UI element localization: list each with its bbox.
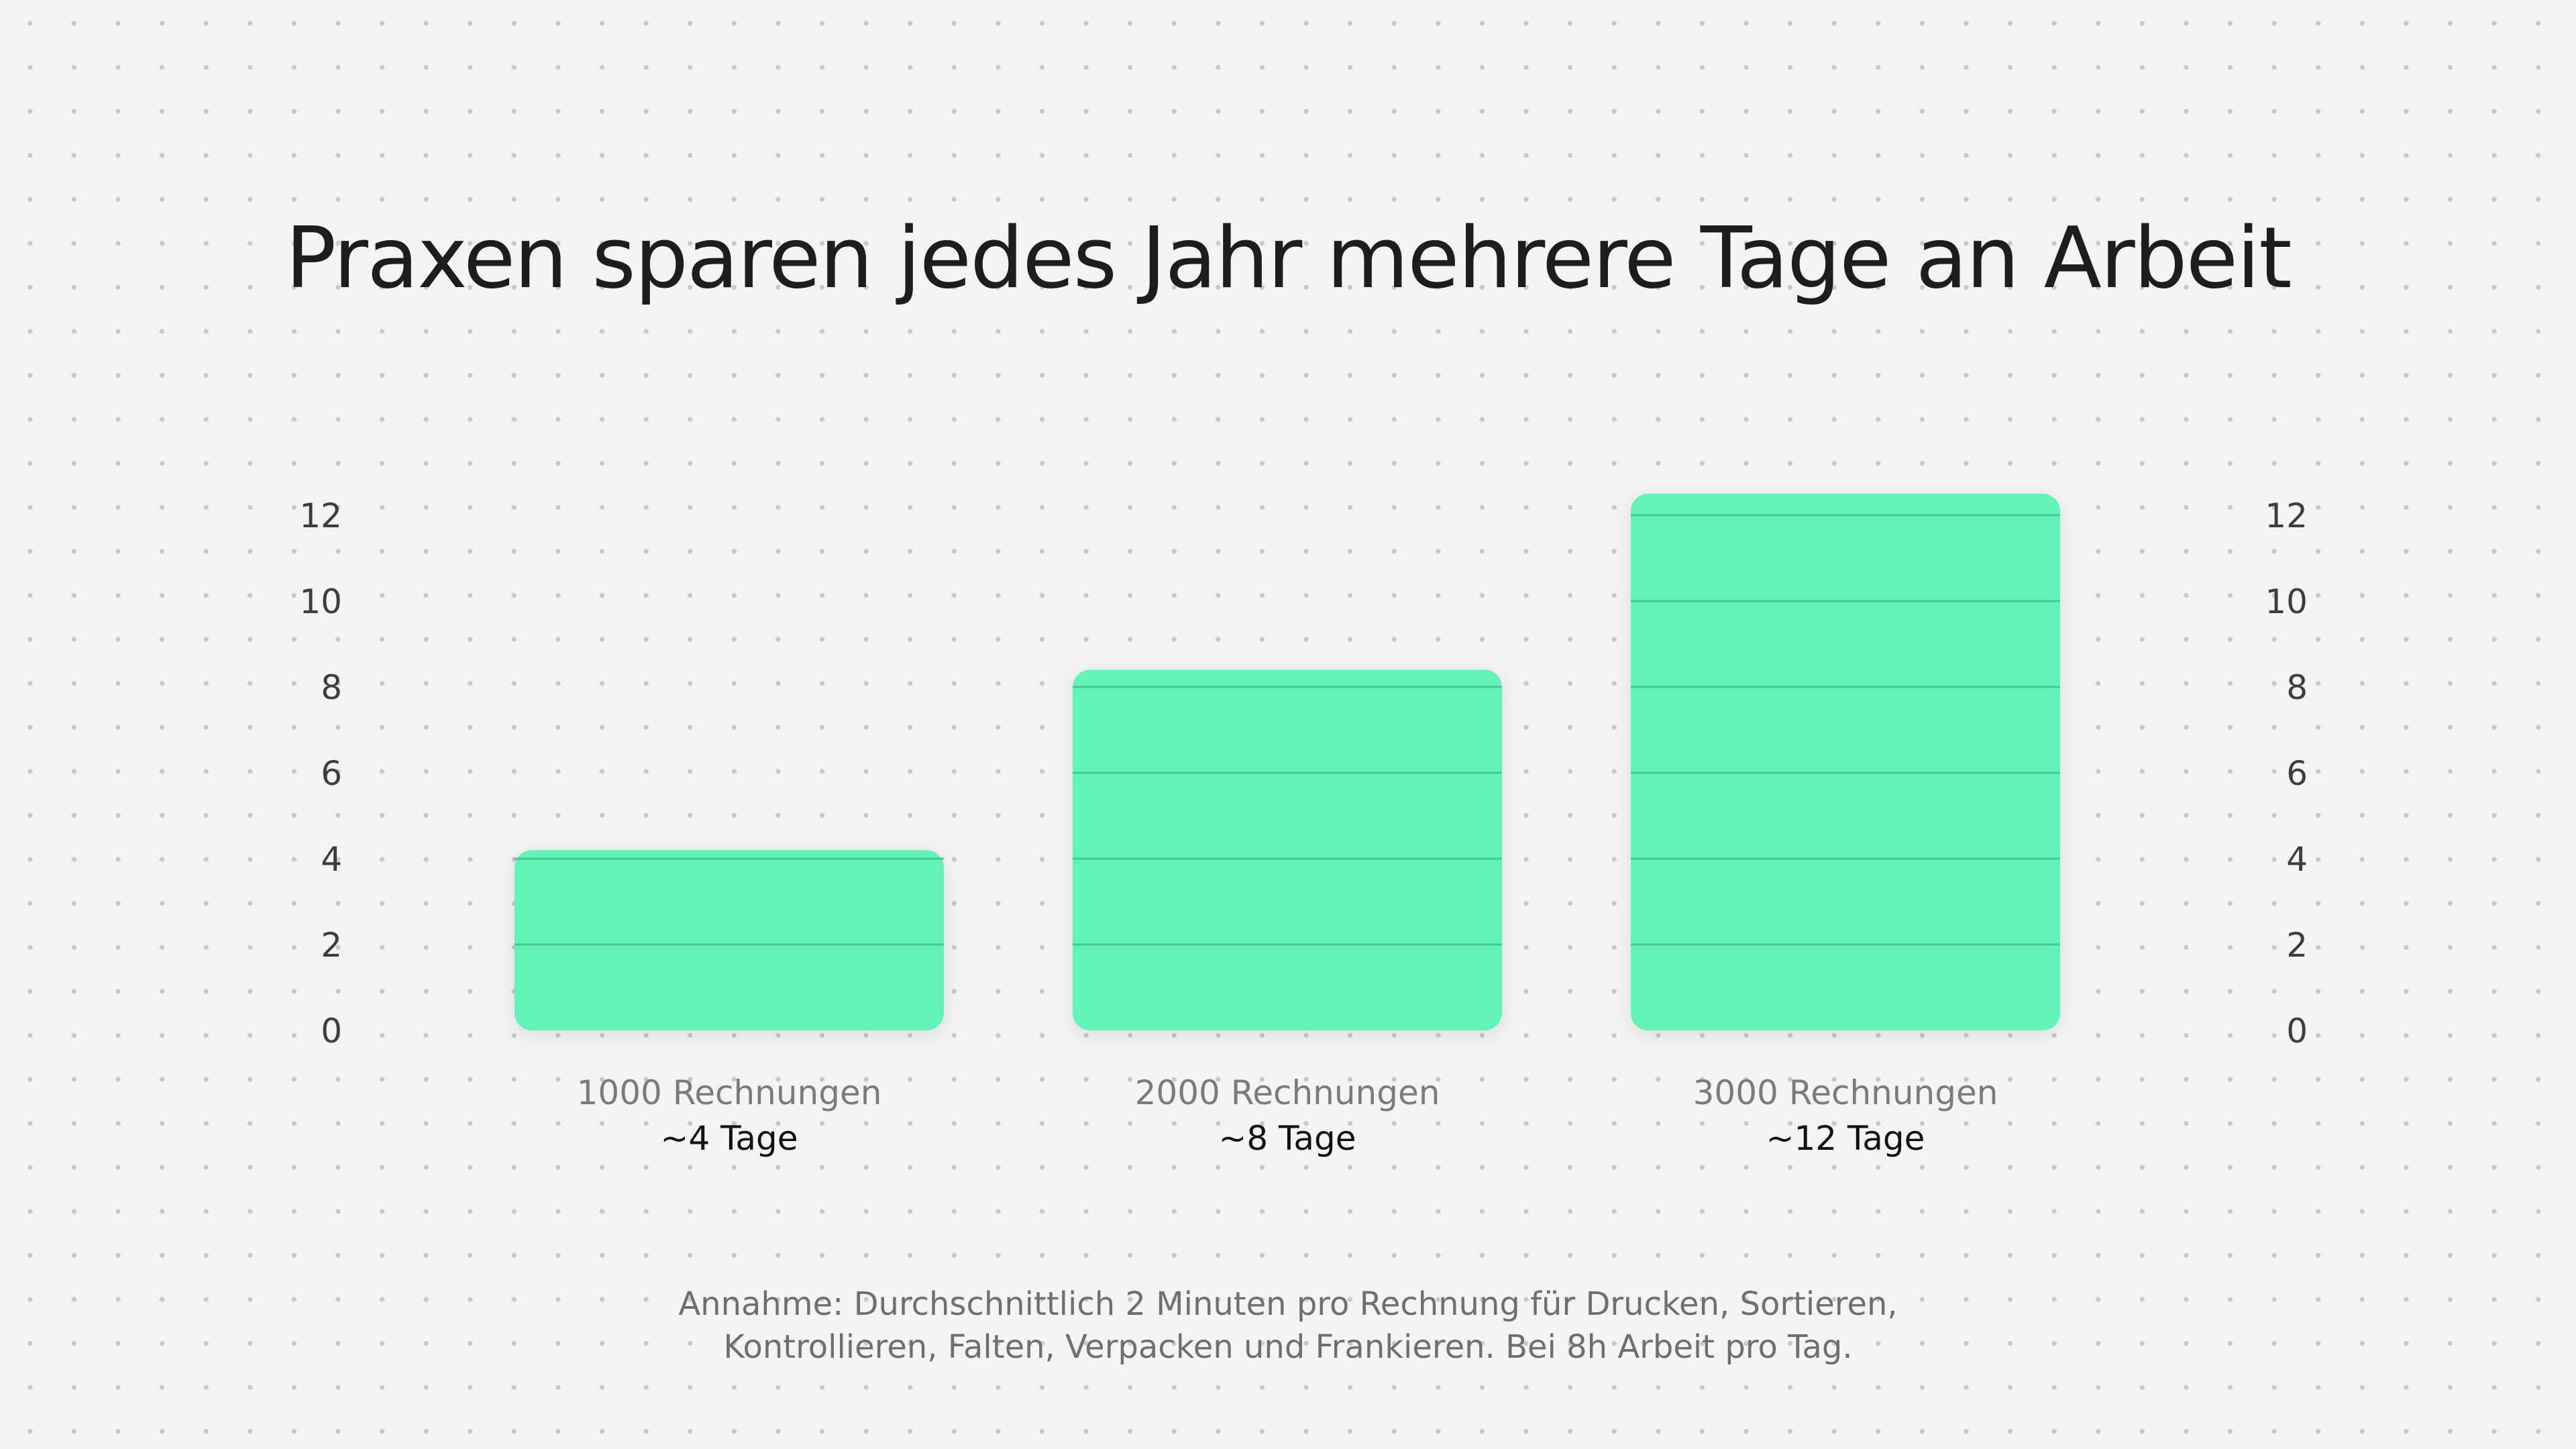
value-label: ~4 Tage bbox=[660, 1119, 798, 1158]
footnote-line-2: Kontrollieren, Falten, Verpacken und Fra… bbox=[723, 1328, 1853, 1366]
value-label: ~8 Tage bbox=[1218, 1119, 1356, 1158]
bar-group bbox=[1631, 494, 2060, 1030]
category-label: 1000 Rechnungen bbox=[577, 1073, 882, 1112]
y-tick-left: 10 bbox=[299, 582, 342, 621]
bar bbox=[515, 850, 944, 1030]
y-tick-right: 2 bbox=[2286, 926, 2308, 965]
y-tick-left: 4 bbox=[321, 840, 342, 879]
bar-group bbox=[1073, 669, 1502, 1030]
footnote-line-1: Annahme: Durchschnittlich 2 Minuten pro … bbox=[678, 1285, 1898, 1323]
bar-group bbox=[515, 850, 944, 1030]
y-tick-left: 0 bbox=[321, 1012, 342, 1051]
x-axis-labels: 1000 Rechnungen ~4 Tage 2000 Rechnungen ~8 … bbox=[577, 1073, 1998, 1158]
bar bbox=[1073, 669, 1502, 1030]
y-tick-left: 6 bbox=[321, 754, 342, 793]
category-label: 3000 Rechnungen bbox=[1693, 1073, 1998, 1112]
category-label: 2000 Rechnungen bbox=[1135, 1073, 1440, 1112]
bar bbox=[1631, 494, 2060, 1030]
value-label: ~12 Tage bbox=[1766, 1119, 1925, 1158]
y-tick-right: 10 bbox=[2265, 582, 2308, 621]
y-tick-right: 12 bbox=[2265, 496, 2308, 535]
y-tick-right: 0 bbox=[2286, 1012, 2308, 1051]
y-tick-right: 8 bbox=[2286, 668, 2308, 707]
y-tick-right: 6 bbox=[2286, 754, 2308, 793]
y-tick-left: 2 bbox=[321, 926, 342, 965]
y-axis-left: 0 2 4 6 8 10 12 bbox=[299, 496, 342, 1051]
chart-title: Praxen sparen jedes Jahr mehrere Tage an… bbox=[285, 209, 2292, 307]
bars bbox=[515, 494, 2060, 1030]
footnote: Annahme: Durchschnittlich 2 Minuten pro … bbox=[0, 1283, 2576, 1368]
y-tick-left: 12 bbox=[299, 496, 342, 535]
y-tick-left: 8 bbox=[321, 668, 342, 707]
y-tick-right: 4 bbox=[2286, 840, 2308, 879]
y-axis-right: 0 2 4 6 8 10 12 bbox=[2265, 496, 2308, 1051]
